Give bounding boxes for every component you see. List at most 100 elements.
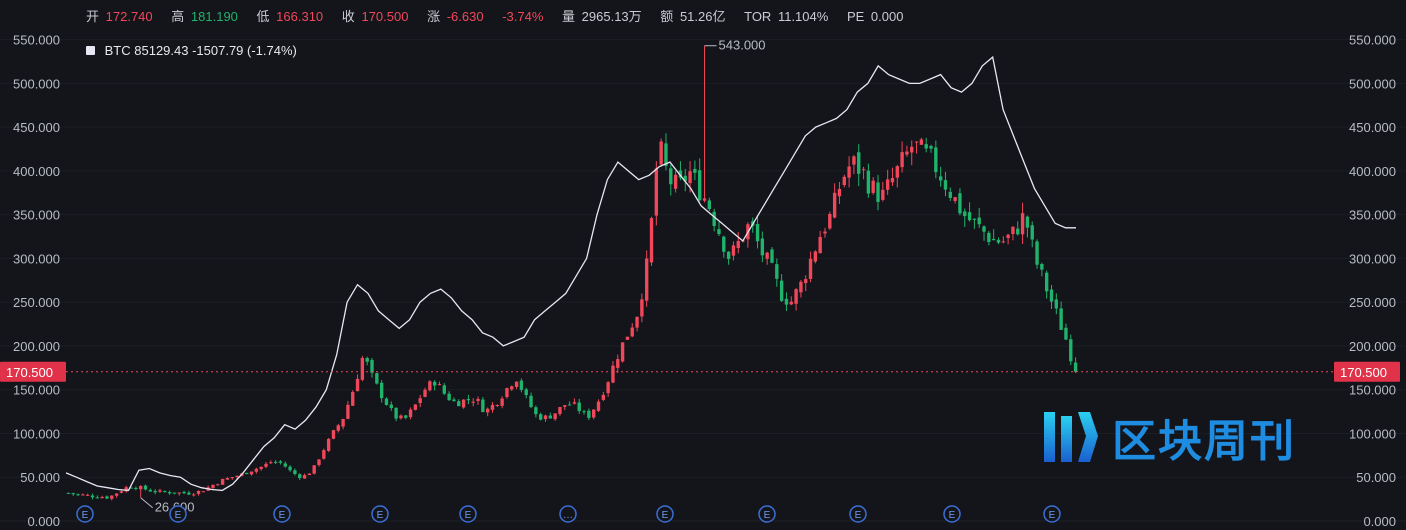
left-tick-label: 300.000 (13, 251, 60, 266)
btc-overlay-series (65, 55, 1076, 492)
event-marker[interactable]: E (943, 505, 961, 523)
candle-body (919, 139, 924, 145)
candle-body (81, 494, 85, 496)
event-marker[interactable]: E (1043, 505, 1061, 523)
event-marker-circle (371, 505, 389, 523)
candle-body (399, 415, 403, 419)
candle-body (148, 489, 153, 492)
change-label: 涨 (427, 9, 441, 24)
watermark-logo-icon (1044, 412, 1098, 462)
candle-body (404, 415, 408, 418)
event-marker[interactable]: E (656, 505, 674, 523)
candle-body (910, 146, 914, 153)
candle-body (355, 378, 360, 392)
candle-body (1001, 241, 1005, 243)
candle-body (649, 218, 654, 263)
candle-body (587, 410, 591, 418)
candle-body (659, 141, 663, 165)
candle-body (1073, 362, 1078, 372)
right-tick-label: 0.000 (1363, 514, 1396, 529)
candle-body (485, 408, 490, 413)
candle-body (987, 232, 991, 242)
candle-body (119, 491, 124, 493)
candle-body (245, 472, 249, 475)
candle-body (413, 404, 418, 410)
overlay-legend[interactable]: BTC 85129.43 -1507.79 (-1.74%) (86, 43, 297, 58)
candle-body (1011, 226, 1015, 234)
event-marker[interactable]: E (849, 505, 867, 523)
candle-body (582, 411, 586, 413)
candle-body (182, 491, 186, 494)
candle-body (452, 399, 456, 402)
legend-swatch (86, 46, 95, 55)
high-value: 181.190 (190, 9, 238, 24)
event-marker-label: E (279, 510, 286, 521)
candle-body (1064, 327, 1068, 340)
candle-body (1054, 299, 1059, 309)
candle-body (394, 407, 398, 419)
event-marker-circle (459, 505, 477, 523)
event-marker[interactable]: E (76, 505, 94, 523)
event-marker-circle (169, 505, 187, 523)
candle-body (755, 223, 760, 242)
candle-body (192, 494, 196, 496)
candle-body (693, 168, 697, 173)
candle-body (428, 381, 432, 391)
candle-body (563, 405, 567, 407)
candle-body (779, 280, 784, 301)
candle-body (905, 151, 909, 155)
event-marker[interactable]: E (371, 505, 389, 523)
candle-body (775, 264, 779, 279)
last-price-line: 170.500 170.500 (0, 361, 1400, 382)
price-annotations: 543.00026.600 (140, 38, 766, 515)
candle-body (163, 491, 167, 493)
candle-body (731, 245, 736, 256)
candle-body (105, 496, 109, 499)
candle-body (172, 492, 177, 494)
open-value: 172.740 (105, 9, 153, 24)
gridlines (0, 39, 1406, 522)
right-tick-label: 550.000 (1349, 33, 1396, 48)
event-marker[interactable]: E (459, 505, 477, 523)
event-marker[interactable]: … (559, 505, 577, 523)
candle-body (852, 156, 856, 165)
candle-body (577, 402, 581, 412)
event-marker[interactable]: E (169, 505, 187, 523)
candle-body (143, 485, 148, 490)
event-marker[interactable]: E (273, 505, 291, 523)
candle-body (365, 357, 369, 362)
candle-body (225, 478, 230, 480)
candle-body (938, 176, 943, 181)
left-tick-label: 100.000 (13, 426, 60, 441)
candle-body (967, 212, 972, 221)
right-tick-label: 150.000 (1349, 383, 1396, 398)
candle-body (818, 237, 822, 254)
last-price-tag-right-text: 170.500 (1340, 365, 1387, 380)
candle-body (1006, 234, 1010, 239)
candle-body (717, 229, 721, 235)
open-label: 开 (86, 9, 100, 24)
candle-body (784, 298, 789, 305)
candle-body (765, 252, 769, 259)
candle-body (375, 373, 379, 384)
event-marker-label: E (82, 510, 89, 521)
candle-body (196, 490, 201, 494)
right-tick-label: 250.000 (1349, 295, 1396, 310)
candle-body (572, 402, 577, 404)
right-price-axis: 550.000 500.000 450.000 400.000 350.000 300.0… (1349, 33, 1396, 529)
event-marker-label: E (1049, 510, 1056, 521)
candle-body (336, 425, 340, 431)
event-marker-circle (559, 505, 577, 523)
candle-body (90, 495, 95, 498)
candle-body (558, 407, 562, 414)
event-marker[interactable]: E (758, 505, 776, 523)
watermark: 区块周刊 (1040, 405, 1296, 469)
candle-body (505, 388, 509, 397)
candle-body (548, 415, 553, 419)
candle-body (953, 197, 957, 202)
candle-body (707, 200, 712, 210)
candle-body (804, 279, 808, 284)
last-price-tag-right (1334, 361, 1400, 382)
amount-value: 51.26亿 (679, 9, 726, 24)
